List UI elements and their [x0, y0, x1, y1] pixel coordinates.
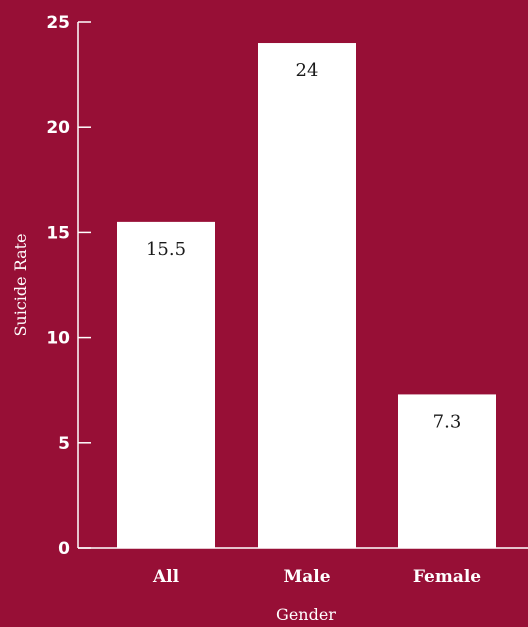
y-tick-label: 10	[46, 329, 70, 349]
x-axis: All Male Female	[78, 547, 528, 587]
x-axis-title: Gender	[276, 605, 336, 624]
data-label: 15.5	[146, 239, 186, 260]
y-tick-label: 0	[58, 539, 70, 559]
y-tick-label: 15	[46, 223, 70, 243]
y-tick-label: 20	[46, 118, 70, 138]
data-label: 24	[296, 60, 319, 81]
y-axis-title: Suicide Rate	[11, 233, 30, 336]
bar-all	[117, 221, 215, 548]
y-tick-label: 5	[58, 434, 70, 454]
y-tick-label: 25	[46, 13, 70, 33]
bars: 15.5 24 7.3	[117, 43, 496, 548]
bar-female	[398, 394, 496, 548]
bar-male	[258, 43, 356, 548]
x-tick-label: All	[152, 567, 180, 587]
data-label: 7.3	[433, 411, 462, 432]
y-axis: 0 5 10 15 20 25	[46, 13, 91, 559]
x-tick-label: Female	[413, 567, 481, 587]
x-tick-label: Male	[283, 567, 330, 587]
